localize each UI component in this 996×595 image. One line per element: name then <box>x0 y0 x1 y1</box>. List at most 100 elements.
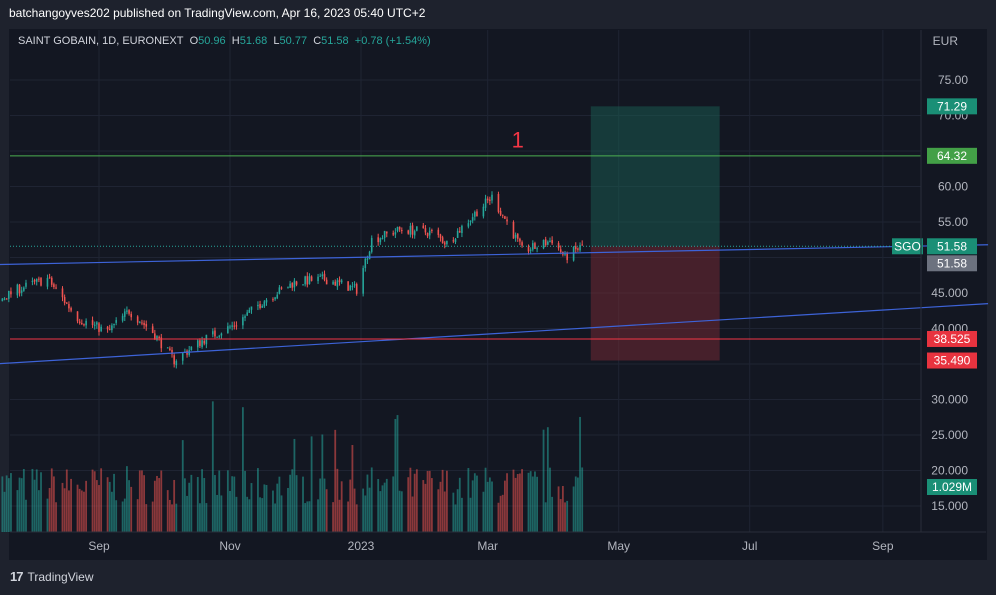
candle-body <box>212 331 214 335</box>
candle-body <box>220 333 223 336</box>
candle-body <box>280 287 283 289</box>
volume-bar <box>473 473 476 532</box>
candle-body <box>392 233 395 235</box>
candle-body <box>65 302 68 304</box>
time-tick-label: May <box>607 539 630 553</box>
volume-bar <box>295 475 298 532</box>
candle-body <box>63 297 66 303</box>
low-value: 50.77 <box>279 35 308 47</box>
volume-bar <box>579 416 581 532</box>
candle-body <box>261 305 264 308</box>
volume-bar <box>244 470 246 532</box>
volume-bar <box>121 501 124 532</box>
volume-bar <box>422 480 425 532</box>
volume-bar <box>138 470 141 532</box>
candle-body <box>246 312 248 316</box>
volume-bar <box>531 476 534 532</box>
candle-body <box>175 361 178 366</box>
candle-body <box>353 284 356 286</box>
candle-body <box>458 231 461 233</box>
candle-body <box>506 219 508 222</box>
volume-bar <box>456 489 459 532</box>
candle-body <box>173 355 175 365</box>
candle-body <box>519 238 521 242</box>
candle-body <box>5 298 8 300</box>
candle-body <box>48 277 51 279</box>
volume-bar <box>190 474 193 532</box>
price-tick-label: 60.00 <box>938 180 968 194</box>
candle-body <box>31 280 34 282</box>
candle-body <box>349 285 352 291</box>
volume-bar <box>184 478 186 532</box>
volume-bar <box>516 474 519 532</box>
symbol-badge: SGO <box>894 239 921 253</box>
candle-body <box>145 324 148 327</box>
volume-bar <box>186 495 188 532</box>
volume-bar <box>574 476 577 532</box>
symbol-label: SAINT GOBAIN, 1D, EURONEXT <box>18 35 184 47</box>
volume-bar <box>581 467 584 532</box>
chart-frame[interactable] <box>9 29 987 560</box>
volume-bar <box>409 467 412 532</box>
volume-bar <box>231 476 234 532</box>
volume-bar <box>467 468 470 532</box>
volume-bar <box>407 477 410 532</box>
volume-bar <box>214 475 216 532</box>
candle-body <box>196 340 199 348</box>
candle-body <box>250 306 253 310</box>
volume-bar <box>171 504 173 532</box>
volume-bar <box>53 476 55 532</box>
volume-bar <box>437 489 440 532</box>
candle-body <box>579 245 581 251</box>
volume-bar <box>123 498 126 532</box>
volume-bar <box>261 498 264 532</box>
volume-bar <box>546 427 549 532</box>
open-value: 50.96 <box>198 35 226 47</box>
candle-body <box>143 322 145 325</box>
volume-bar <box>366 474 369 532</box>
candle-body <box>3 298 6 300</box>
candle-body <box>25 282 27 287</box>
candle-body <box>248 309 251 313</box>
volume-bar <box>506 473 508 532</box>
volume-bar <box>166 490 169 532</box>
volume-bar <box>347 501 350 532</box>
volume-bar <box>551 496 554 532</box>
volume-bar <box>411 496 414 532</box>
volume-bar <box>306 501 309 532</box>
volume-bar <box>173 479 176 532</box>
candle-body <box>366 258 369 260</box>
candle-body <box>91 320 94 326</box>
level-badge-upper-bg <box>927 147 977 164</box>
volume-bar <box>308 501 311 532</box>
volume-bar <box>368 487 371 532</box>
price-tick-label: 20.000 <box>931 464 968 478</box>
volume-bar <box>278 476 281 532</box>
candle-body <box>218 335 221 337</box>
candle-body <box>68 304 70 309</box>
volume-badge-bg <box>927 479 977 495</box>
candle-body <box>566 253 568 261</box>
volume-bar <box>115 500 118 532</box>
volume-bar <box>128 480 130 532</box>
last-price-badge-bg <box>927 238 977 255</box>
candle-body <box>347 281 349 291</box>
volume-bar <box>188 482 191 532</box>
candle-body <box>332 281 334 285</box>
trendline <box>0 244 989 266</box>
candle-body <box>514 234 517 238</box>
volume-bar <box>143 475 145 532</box>
publish-header: batchangoyves202 published on TradingVie… <box>9 6 426 20</box>
time-tick-label: Jul <box>742 539 757 553</box>
volume-bar <box>7 478 10 532</box>
volume-bar <box>196 477 199 532</box>
candle-body <box>233 325 236 327</box>
candle-body <box>171 349 173 355</box>
volume-bar <box>332 502 334 532</box>
time-tick-label: Sep <box>872 539 894 553</box>
volume-bar <box>424 483 427 532</box>
trendline <box>0 303 989 365</box>
volume-bar <box>446 470 448 532</box>
time-tick-label: Nov <box>219 539 240 553</box>
